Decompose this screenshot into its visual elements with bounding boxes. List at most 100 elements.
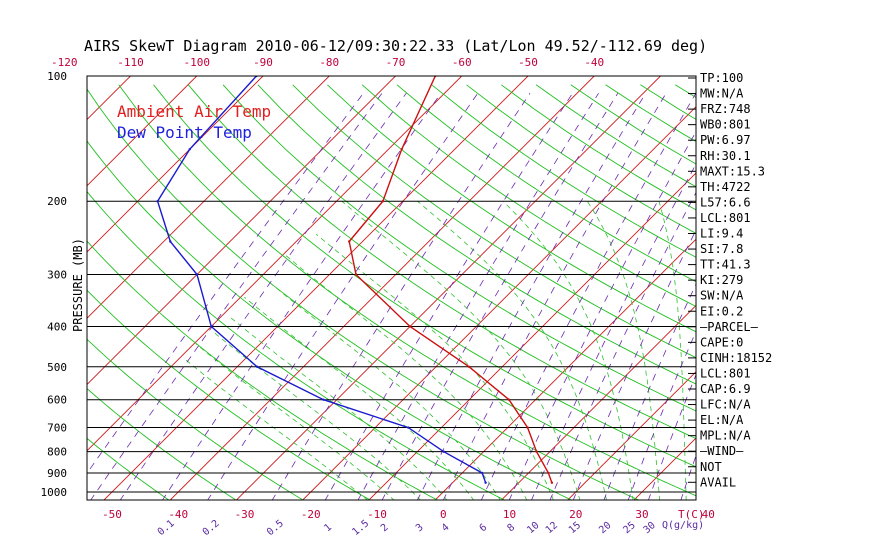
sounding-index-value: TH:4722 (700, 180, 751, 194)
bottom-temperature-tick-label: 0 (440, 508, 447, 521)
ambient-air-temp-point (526, 426, 529, 429)
bottom-temperature-tick-label: 10 (503, 508, 516, 521)
dew-point-point (322, 398, 325, 401)
bottom-temperature-tick-label: 20 (569, 508, 582, 521)
dry-adiabat-line (118, 84, 696, 497)
moist-adiabat-line (211, 330, 421, 500)
moist-adiabat-line (586, 200, 661, 500)
dew-point-profile (156, 76, 487, 483)
moist-adiabat-line (341, 200, 581, 500)
bottom-temperature-tick-label: 30 (635, 508, 648, 521)
bottom-temperature-tick-label: -10 (367, 508, 387, 521)
mixing-ratio-line (572, 229, 696, 500)
sounding-index-value: PW:6.97 (700, 133, 751, 147)
sounding-index-value: TT:41.3 (700, 258, 751, 272)
pressure-axis: 100 200 300 400 500 600 700 800 900 1000 (41, 70, 68, 499)
isotherm-line (0, 76, 64, 500)
dry-adiabat-line (222, 84, 696, 412)
sounding-index-value: MPL:N/A (700, 429, 751, 443)
dry-adiabat-line (327, 84, 696, 333)
pressure-tick-label: 500 (47, 361, 67, 374)
top-temperature-tick-label: -90 (253, 56, 273, 69)
mixing-ratio-line (442, 92, 667, 500)
top-temperature-tick-label: -120 (51, 56, 78, 69)
dry-adiabat-line (87, 240, 439, 500)
dew-point-point (195, 273, 199, 276)
isotherm-line (87, 76, 463, 452)
ambient-air-temp-point (507, 398, 511, 401)
mixing-ratio-tick-label: 2 (379, 522, 391, 534)
mixing-ratio-line (87, 92, 364, 474)
moist-adiabat-line (266, 280, 501, 500)
ambient-air-temp-point (467, 365, 471, 368)
moist-adiabat-line (195, 343, 395, 500)
mixing-ratio-tick-label: 1.5 (350, 518, 371, 538)
mixing-ratio-tick-label: 3 (414, 522, 426, 534)
ambient-air-temp-point (547, 471, 550, 475)
mixing-ratio-line (119, 92, 407, 500)
dry-adiabat-line (87, 289, 371, 500)
mixing-ratio-line (531, 163, 696, 500)
ambient-air-temp-point (408, 325, 412, 328)
isotherm-line (169, 76, 595, 500)
bottom-temperature-tick-label: 40 (702, 508, 715, 521)
mixing-ratio-line (549, 191, 696, 500)
mixing-ratio-line (381, 92, 619, 500)
mixing-ratio-line (357, 92, 599, 500)
top-temperature-tick-label: -40 (584, 56, 604, 69)
mixing-ratio-line (207, 92, 479, 500)
pressure-tick-label: 900 (47, 467, 67, 480)
mixing-ratio-line (271, 92, 531, 500)
dry-adiabat-line (431, 84, 696, 258)
dry-adiabat-line (780, 85, 870, 501)
sounding-index-value: AVAIL (700, 475, 736, 489)
mixing-ratio-tick-label: 12 (544, 520, 560, 536)
plot-frame (86, 75, 697, 501)
dry-adiabat-line (87, 338, 304, 500)
dry-adiabat-line (640, 84, 696, 120)
top-temperature-tick-label: -70 (386, 56, 406, 69)
isotherm-line (833, 76, 870, 500)
pressure-tick-label: 100 (47, 70, 67, 83)
mixing-ratio-tick-label: 0.5 (265, 518, 286, 538)
mixing-ratio-tick-label: 4 (440, 522, 452, 534)
dew-point-point (484, 481, 487, 484)
isotherm-line (87, 76, 198, 187)
sounding-index-value: L57:6.6 (700, 195, 751, 209)
sounding-profiles (156, 76, 554, 484)
sounding-index-value: –WIND– (700, 444, 744, 458)
sounding-index-value: EL:N/A (700, 413, 744, 427)
isotherm-line (87, 76, 396, 386)
bottom-temperature-tick-label: -40 (168, 508, 188, 521)
mixing-ratio-tick-label: 0.2 (201, 518, 222, 538)
top-temperature-tick-label: -50 (518, 56, 538, 69)
sounding-index-value: WB0:801 (700, 118, 751, 132)
top-temperature-tick-label: -110 (117, 56, 144, 69)
dew-point-point (188, 148, 191, 151)
mixing-ratio-tick-label: 15 (567, 520, 583, 536)
mixing-ratio-line (648, 373, 696, 500)
mixing-ratio-tick-label: 30 (642, 520, 658, 536)
dew-point-point (481, 471, 484, 475)
plot-grid (0, 76, 870, 501)
bottom-temperature-axis: -50 -40 -30 -20 -10 0 10 20 30 40 (102, 508, 715, 521)
mixing-ratio-tick-label: 1 (322, 522, 334, 534)
sounding-index-value: –PARCEL– (700, 320, 759, 334)
sounding-index-value: CAP:6.9 (700, 382, 751, 396)
sounding-index-value: EI:0.2 (700, 304, 743, 318)
pressure-tick-label: 400 (47, 320, 67, 333)
pressure-tick-label: 600 (47, 394, 67, 407)
sounding-index-value: MW:N/A (700, 87, 744, 101)
sounding-index-value: KI:279 (700, 273, 743, 287)
ambient-air-temp-point (348, 240, 351, 243)
mixing-ratio-tick-label: 20 (597, 520, 613, 536)
sounding-index-value: LCL:801 (700, 366, 751, 380)
sounding-index-value: MAXT:15.3 (700, 164, 765, 178)
moist-adiabat-line (502, 200, 634, 500)
ambient-air-temp-point (535, 450, 538, 453)
sounding-index-value: SI:7.8 (700, 242, 743, 256)
mixing-ratio-line (480, 92, 696, 500)
moist-adiabat-line (658, 201, 687, 500)
mixing-ratio-line (680, 454, 696, 500)
